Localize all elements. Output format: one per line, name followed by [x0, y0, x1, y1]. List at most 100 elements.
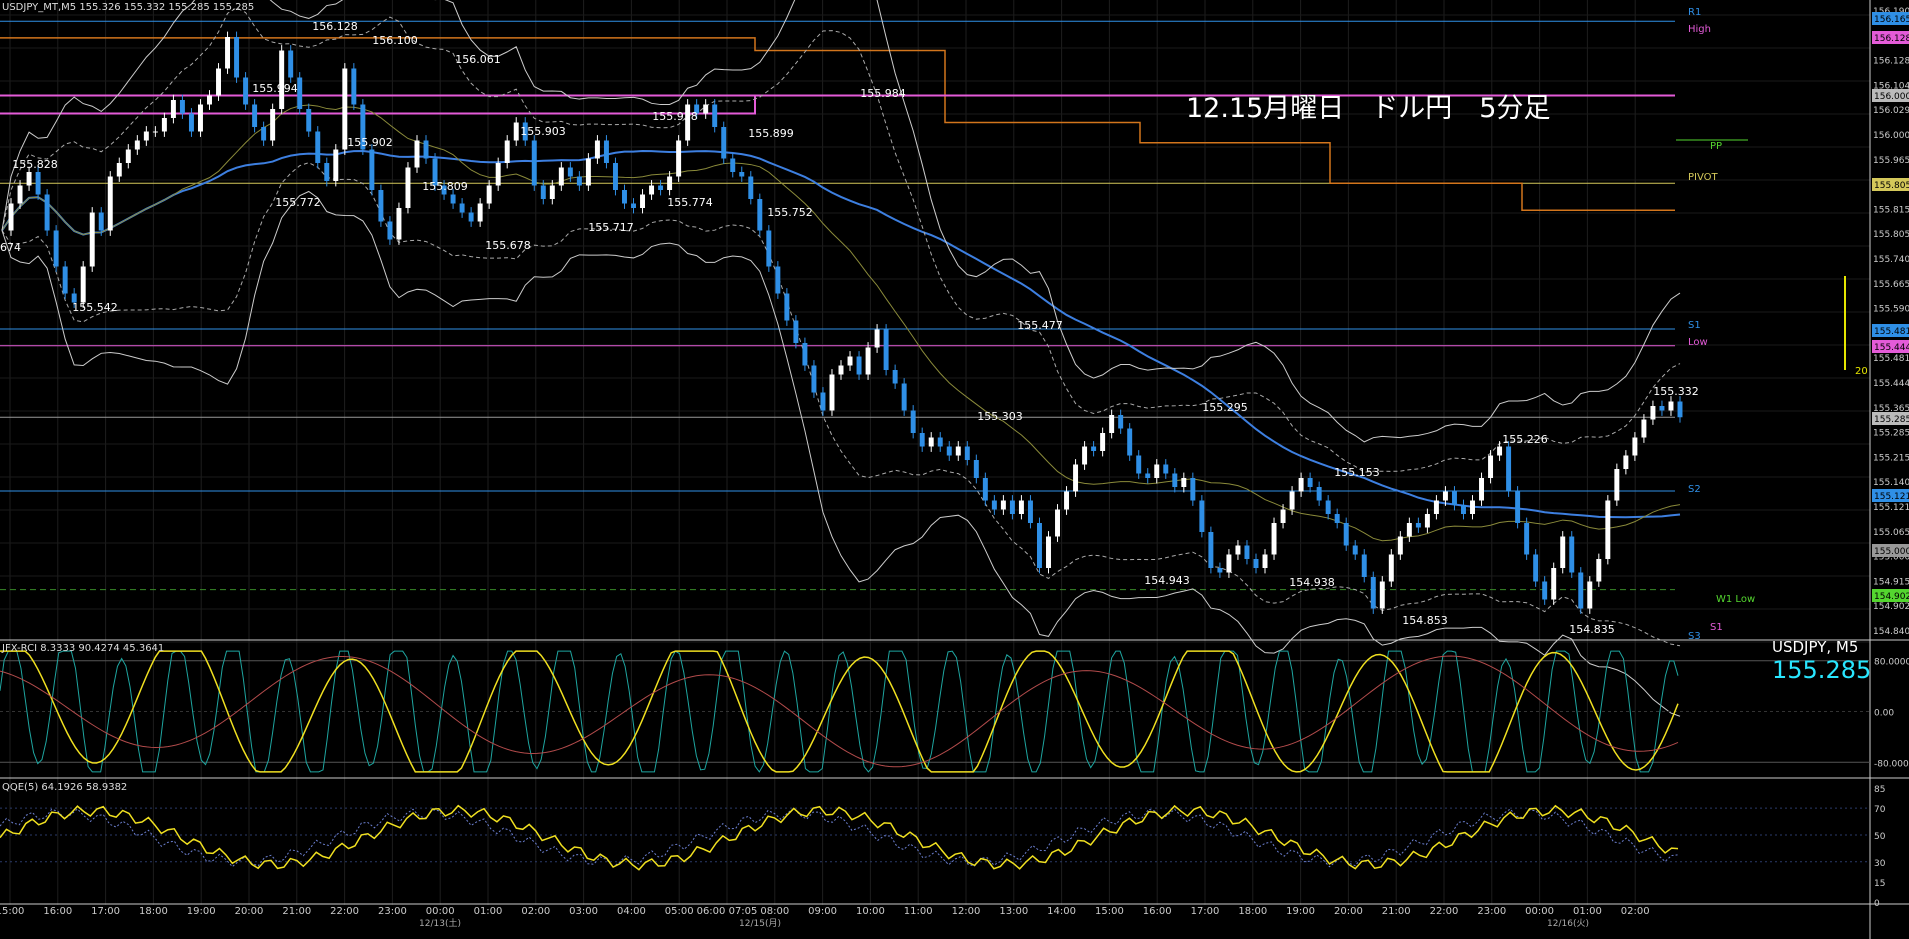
candle-body: [44, 194, 50, 231]
rci-tag-bg: [1872, 756, 1909, 769]
candle-body: [1036, 523, 1042, 568]
candle-body: [125, 149, 131, 163]
swing-label: 674: [0, 241, 21, 254]
candle-body: [676, 140, 682, 177]
price-tag: [1872, 589, 1909, 602]
candle-body: [1136, 455, 1142, 474]
x-axis-label: 15:00: [0, 906, 24, 917]
candle-body: [288, 50, 294, 78]
candle-body: [1280, 509, 1286, 523]
candle-body: [188, 113, 194, 132]
candle-body: [991, 500, 997, 510]
candle-body: [1379, 581, 1385, 609]
swing-label: 155.295: [1202, 401, 1248, 414]
qqe-y-label: 15: [1874, 879, 1885, 889]
level-label: High: [1688, 24, 1711, 35]
y-axis-label: 155.065: [1873, 528, 1909, 538]
y-axis-label: 154.840: [1873, 627, 1909, 637]
price-tag: [1872, 340, 1909, 353]
candle-body: [829, 374, 835, 411]
candle-body: [1352, 545, 1358, 555]
y-axis-label: 155.140: [1873, 478, 1909, 488]
price-tag-label: 156.165: [1874, 15, 1909, 25]
candle-body: [1506, 446, 1512, 492]
candle-body: [712, 104, 718, 127]
price-tag: [1872, 89, 1909, 102]
candle-body: [1253, 559, 1259, 568]
x-axis-label: 22:00: [330, 906, 359, 917]
candle-body: [351, 68, 357, 105]
rci-y-label: 0.00: [1874, 709, 1894, 719]
y-axis-label: 156.128: [1873, 57, 1909, 67]
candle-body: [838, 365, 844, 375]
candle-body: [784, 293, 790, 321]
candle-body: [378, 190, 384, 222]
y-axis-label: 154.902: [1873, 602, 1909, 612]
candle-body: [649, 185, 655, 195]
high-line: [0, 94, 1675, 115]
rci-tag-bg: [1872, 705, 1909, 718]
candle-body: [1307, 478, 1313, 487]
candle-body: [35, 172, 41, 195]
candle-body: [89, 212, 95, 267]
candle-body: [53, 230, 59, 267]
rci-title: JFX-RCI 8.3333 90.4274 45.3641: [2, 643, 165, 654]
candle-body: [468, 212, 474, 222]
candle-body: [928, 437, 934, 447]
candle-body: [802, 343, 808, 366]
candle-body: [1199, 500, 1205, 532]
candle-body: [405, 167, 411, 208]
symbol-price: 155.285: [1772, 656, 1872, 684]
price-tag-label: 155.805: [1874, 181, 1909, 191]
candle-body: [98, 212, 104, 231]
candle-body: [279, 50, 285, 109]
candle-body: [531, 140, 537, 186]
candle-body: [721, 127, 727, 159]
candle-body: [631, 203, 636, 208]
candle-body: [1515, 491, 1521, 523]
candle-body: [1623, 455, 1629, 469]
candle-body: [1497, 446, 1503, 456]
price-tag: [1872, 12, 1909, 25]
candle-body: [522, 122, 528, 141]
candle-body: [1226, 554, 1232, 573]
y-axis-label: 155.444: [1873, 379, 1909, 389]
candle-body: [26, 172, 32, 186]
price-tag-label: 156.000: [1874, 92, 1909, 102]
candle-body: [757, 199, 763, 231]
candle-body: [1127, 428, 1133, 456]
candle-body: [667, 176, 673, 190]
candle-body: [1289, 491, 1295, 510]
swing-label: 155.332: [1653, 385, 1699, 398]
candle-body: [1046, 536, 1051, 568]
candle-body: [486, 185, 492, 204]
candle-body: [179, 100, 185, 114]
bollinger-lower-3: [1, 190, 1681, 717]
level-label: Low: [1688, 337, 1708, 348]
candle-body: [1470, 500, 1475, 514]
level-label: W1 Low: [1716, 594, 1755, 605]
x-axis-label: 04:00: [617, 906, 646, 917]
rci-y-label: -80.0000: [1874, 759, 1909, 769]
y-axis-label: 155.590: [1873, 305, 1909, 315]
candle-body: [143, 131, 149, 141]
candle-body: [540, 185, 546, 199]
candle-body: [459, 203, 465, 213]
x-axis-label: 05:00: [665, 906, 694, 917]
candle-body: [973, 460, 979, 478]
price-tag-label: 155.000: [1874, 547, 1909, 557]
x-axis-label: 23:00: [378, 906, 407, 917]
candle-body: [441, 185, 447, 195]
swing-label: 155.772: [275, 196, 321, 209]
swing-label: 155.153: [1334, 466, 1380, 479]
x-axis-label: 00:00: [426, 906, 455, 917]
level-label: PP: [1710, 141, 1722, 152]
candle-body: [450, 194, 456, 204]
candle-body: [116, 163, 122, 177]
price-tag-label: 155.444: [1874, 343, 1909, 353]
candle-body: [1397, 536, 1403, 555]
side-marker: 20: [1855, 366, 1868, 377]
candle-body: [1000, 500, 1006, 510]
